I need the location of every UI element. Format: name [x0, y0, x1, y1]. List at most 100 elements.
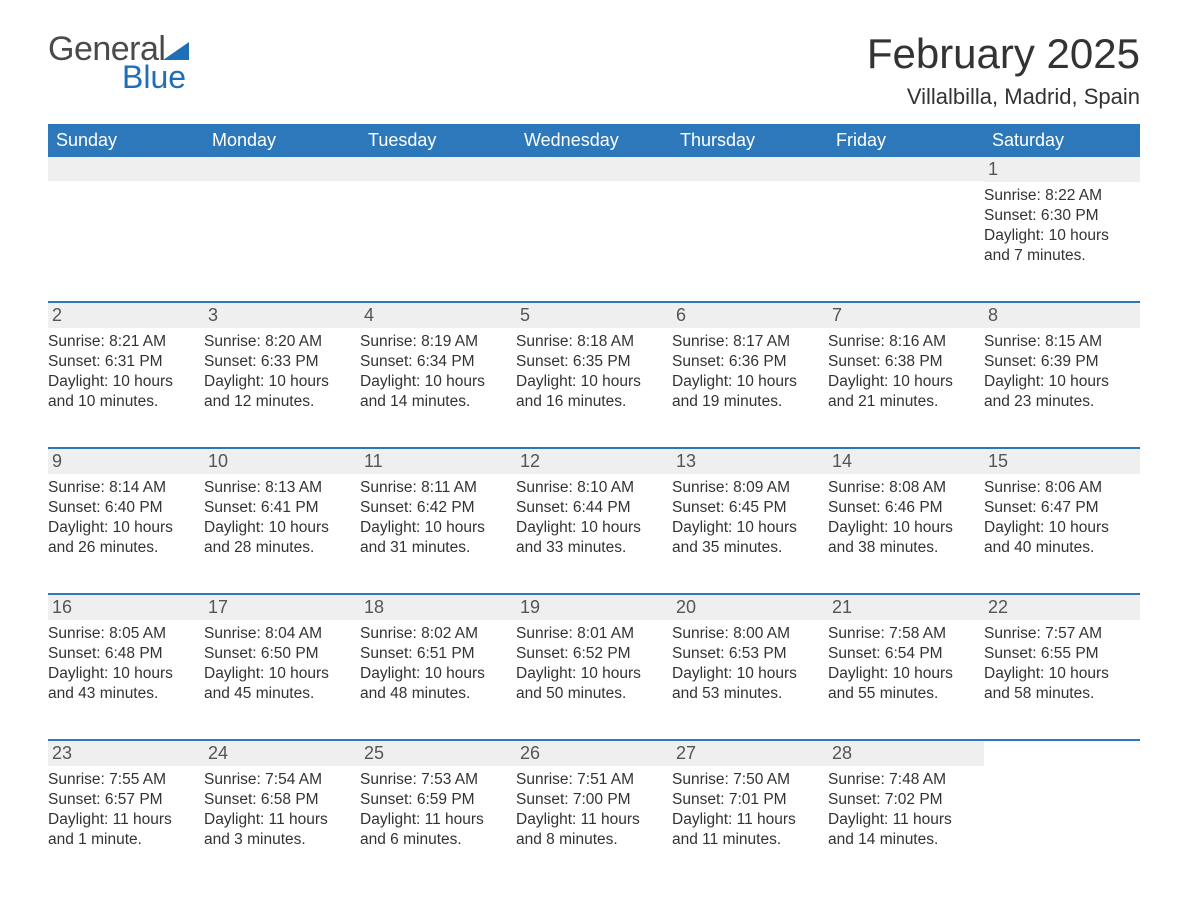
sunset-line: Sunset: 6:59 PM: [360, 790, 505, 810]
day-details: Sunrise: 8:15 AMSunset: 6:39 PMDaylight:…: [984, 328, 1129, 413]
day-number: 7: [828, 303, 984, 328]
daylight-line: Daylight: 10 hours and 31 minutes.: [360, 518, 505, 558]
day-number: 8: [984, 303, 1140, 328]
day-number: 20: [672, 595, 828, 620]
sunset-line: Sunset: 6:39 PM: [984, 352, 1129, 372]
sunset-line: Sunset: 7:02 PM: [828, 790, 973, 810]
sunset-line: Sunset: 6:44 PM: [516, 498, 661, 518]
sunset-line: Sunset: 6:48 PM: [48, 644, 193, 664]
day-number: 2: [48, 303, 204, 328]
day-cell: 17Sunrise: 8:04 AMSunset: 6:50 PMDayligh…: [204, 595, 360, 715]
header: General Blue February 2025 Villalbilla, …: [48, 30, 1140, 110]
daylight-line: Daylight: 10 hours and 12 minutes.: [204, 372, 349, 412]
day-cell: 18Sunrise: 8:02 AMSunset: 6:51 PMDayligh…: [360, 595, 516, 715]
sunset-line: Sunset: 6:36 PM: [672, 352, 817, 372]
sunset-line: Sunset: 6:31 PM: [48, 352, 193, 372]
day-number: 26: [516, 741, 672, 766]
day-cell: 3Sunrise: 8:20 AMSunset: 6:33 PMDaylight…: [204, 303, 360, 423]
sunrise-line: Sunrise: 7:50 AM: [672, 770, 817, 790]
day-number: 5: [516, 303, 672, 328]
daylight-line: Daylight: 11 hours and 6 minutes.: [360, 810, 505, 850]
sunrise-line: Sunrise: 8:13 AM: [204, 478, 349, 498]
daylight-line: Daylight: 10 hours and 14 minutes.: [360, 372, 505, 412]
day-number: 13: [672, 449, 828, 474]
sunrise-line: Sunrise: 8:17 AM: [672, 332, 817, 352]
day-details: Sunrise: 8:21 AMSunset: 6:31 PMDaylight:…: [48, 328, 193, 413]
week-row: 9Sunrise: 8:14 AMSunset: 6:40 PMDaylight…: [48, 447, 1140, 569]
day-number: 11: [360, 449, 516, 474]
day-number: 27: [672, 741, 828, 766]
day-details: Sunrise: 7:57 AMSunset: 6:55 PMDaylight:…: [984, 620, 1129, 705]
day-cell: 20Sunrise: 8:00 AMSunset: 6:53 PMDayligh…: [672, 595, 828, 715]
weekday-header: Friday: [828, 124, 984, 157]
sunrise-line: Sunrise: 8:14 AM: [48, 478, 193, 498]
daylight-line: Daylight: 11 hours and 1 minute.: [48, 810, 193, 850]
weekday-header: Tuesday: [360, 124, 516, 157]
sunrise-line: Sunrise: 8:05 AM: [48, 624, 193, 644]
sunrise-line: Sunrise: 8:16 AM: [828, 332, 973, 352]
day-cell: 12Sunrise: 8:10 AMSunset: 6:44 PMDayligh…: [516, 449, 672, 569]
day-details: Sunrise: 8:20 AMSunset: 6:33 PMDaylight:…: [204, 328, 349, 413]
day-number: 16: [48, 595, 204, 620]
sunrise-line: Sunrise: 7:54 AM: [204, 770, 349, 790]
sunset-line: Sunset: 6:47 PM: [984, 498, 1129, 518]
day-number: 17: [204, 595, 360, 620]
day-cell: 19Sunrise: 8:01 AMSunset: 6:52 PMDayligh…: [516, 595, 672, 715]
day-cell: 1Sunrise: 8:22 AMSunset: 6:30 PMDaylight…: [984, 157, 1140, 277]
sunrise-line: Sunrise: 8:15 AM: [984, 332, 1129, 352]
day-cell: [204, 157, 360, 277]
sunrise-line: Sunrise: 8:19 AM: [360, 332, 505, 352]
sunrise-line: Sunrise: 8:18 AM: [516, 332, 661, 352]
daylight-line: Daylight: 10 hours and 48 minutes.: [360, 664, 505, 704]
weekday-header-row: Sunday Monday Tuesday Wednesday Thursday…: [48, 124, 1140, 157]
day-number: [672, 157, 828, 181]
sunrise-line: Sunrise: 8:06 AM: [984, 478, 1129, 498]
daylight-line: Daylight: 10 hours and 50 minutes.: [516, 664, 661, 704]
sunrise-line: Sunrise: 8:09 AM: [672, 478, 817, 498]
sunset-line: Sunset: 6:58 PM: [204, 790, 349, 810]
daylight-line: Daylight: 10 hours and 35 minutes.: [672, 518, 817, 558]
daylight-line: Daylight: 10 hours and 7 minutes.: [984, 226, 1129, 266]
sunrise-line: Sunrise: 8:20 AM: [204, 332, 349, 352]
weekday-header: Thursday: [672, 124, 828, 157]
day-number: [204, 157, 360, 181]
sunrise-line: Sunrise: 8:01 AM: [516, 624, 661, 644]
day-cell: 9Sunrise: 8:14 AMSunset: 6:40 PMDaylight…: [48, 449, 204, 569]
sunrise-line: Sunrise: 7:48 AM: [828, 770, 973, 790]
day-number: 12: [516, 449, 672, 474]
sunset-line: Sunset: 7:01 PM: [672, 790, 817, 810]
day-cell: 8Sunrise: 8:15 AMSunset: 6:39 PMDaylight…: [984, 303, 1140, 423]
day-details: Sunrise: 8:14 AMSunset: 6:40 PMDaylight:…: [48, 474, 193, 559]
daylight-line: Daylight: 10 hours and 33 minutes.: [516, 518, 661, 558]
sunrise-line: Sunrise: 8:22 AM: [984, 186, 1129, 206]
day-number: 21: [828, 595, 984, 620]
week-row: 1Sunrise: 8:22 AMSunset: 6:30 PMDaylight…: [48, 157, 1140, 277]
day-number: 3: [204, 303, 360, 328]
day-cell: 16Sunrise: 8:05 AMSunset: 6:48 PMDayligh…: [48, 595, 204, 715]
sunset-line: Sunset: 6:57 PM: [48, 790, 193, 810]
day-cell: [984, 741, 1140, 861]
daylight-line: Daylight: 10 hours and 45 minutes.: [204, 664, 349, 704]
day-cell: 24Sunrise: 7:54 AMSunset: 6:58 PMDayligh…: [204, 741, 360, 861]
day-details: Sunrise: 7:55 AMSunset: 6:57 PMDaylight:…: [48, 766, 193, 851]
day-cell: 21Sunrise: 7:58 AMSunset: 6:54 PMDayligh…: [828, 595, 984, 715]
day-details: Sunrise: 8:16 AMSunset: 6:38 PMDaylight:…: [828, 328, 973, 413]
sunrise-line: Sunrise: 8:11 AM: [360, 478, 505, 498]
day-cell: 7Sunrise: 8:16 AMSunset: 6:38 PMDaylight…: [828, 303, 984, 423]
daylight-line: Daylight: 10 hours and 21 minutes.: [828, 372, 973, 412]
day-cell: 25Sunrise: 7:53 AMSunset: 6:59 PMDayligh…: [360, 741, 516, 861]
day-number: [516, 157, 672, 181]
day-cell: 6 Sunrise: 8:17 AMSunset: 6:36 PMDaylight…: [672, 303, 828, 423]
day-number: 6: [672, 303, 828, 328]
location-subtitle: Villalbilla, Madrid, Spain: [867, 84, 1140, 110]
daylight-line: Daylight: 10 hours and 55 minutes.: [828, 664, 973, 704]
day-cell: 15Sunrise: 8:06 AMSunset: 6:47 PMDayligh…: [984, 449, 1140, 569]
day-number: 10: [204, 449, 360, 474]
day-number: [360, 157, 516, 181]
weekday-header: Saturday: [984, 124, 1140, 157]
daylight-line: Daylight: 10 hours and 19 minutes.: [672, 372, 817, 412]
day-details: Sunrise: 7:48 AMSunset: 7:02 PMDaylight:…: [828, 766, 973, 851]
month-title: February 2025: [867, 30, 1140, 78]
day-details: Sunrise: 8:11 AMSunset: 6:42 PMDaylight:…: [360, 474, 505, 559]
daylight-line: Daylight: 10 hours and 38 minutes.: [828, 518, 973, 558]
